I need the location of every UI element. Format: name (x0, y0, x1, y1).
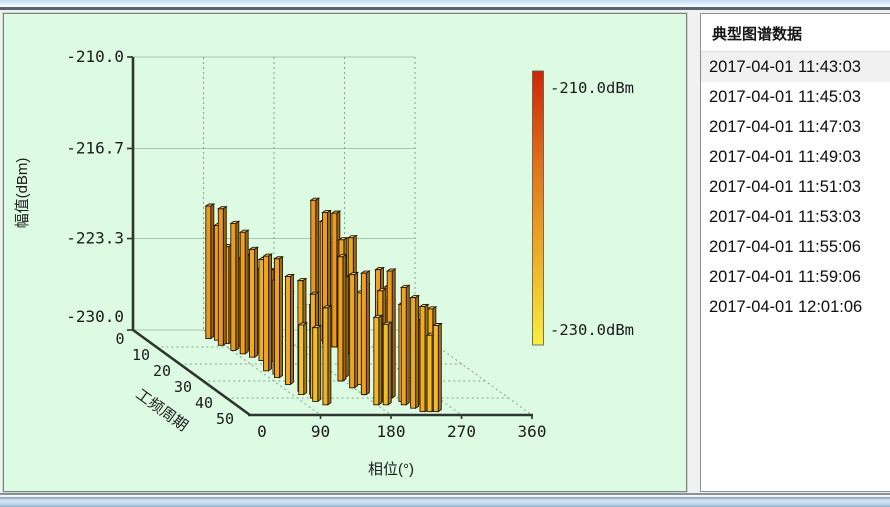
svg-text:-223.3: -223.3 (66, 229, 124, 248)
svg-text:幅值(dBm): 幅值(dBm) (14, 158, 31, 229)
window-bottom-gap (0, 495, 890, 497)
window-top-strip (0, 0, 890, 7)
svg-text:-230.0: -230.0 (66, 307, 124, 326)
timestamp-list-item[interactable]: 2017-04-01 11:47:03 (709, 117, 861, 136)
prpd-3d-chart: -210.0 -216.7 -223.3 -230.0 0 90 180 270 360 0 102… (14, 47, 634, 478)
svg-text:-230.0dBm: -230.0dBm (550, 321, 634, 339)
svg-text:30: 30 (174, 378, 192, 396)
timestamp-list-item[interactable]: 2017-04-01 12:01:06 (709, 297, 863, 316)
svg-text:90: 90 (311, 422, 330, 441)
spectrum-data-panel: 典型图谱数据 2017-04-01 11:43:03 2017-04-01 11:… (700, 13, 890, 492)
svg-text:270: 270 (447, 422, 476, 441)
svg-text:50: 50 (216, 410, 234, 428)
svg-text:-210.0: -210.0 (66, 47, 124, 66)
svg-text:180: 180 (377, 422, 406, 441)
svg-text:40: 40 (195, 394, 213, 412)
svg-text:相位(°): 相位(°) (368, 461, 414, 478)
window-top-divider (0, 7, 890, 10)
svg-text:-216.7: -216.7 (66, 138, 124, 157)
timestamp-list-item[interactable]: 2017-04-01 11:45:03 (709, 87, 861, 106)
panel-title: 典型图谱数据 (701, 14, 890, 52)
svg-text:10: 10 (132, 346, 150, 364)
timestamp-list-item[interactable]: 2017-04-01 11:55:06 (709, 237, 861, 256)
spectrum-chart-panel: -210.0 -216.7 -223.3 -230.0 0 90 180 270 360 0 10 2… (3, 13, 687, 492)
timestamp-list-item[interactable]: 2017-04-01 11:53:03 (709, 207, 861, 226)
timestamp-list-item[interactable]: 2017-04-01 11:43:03 (701, 52, 890, 82)
svg-text:360: 360 (518, 422, 547, 441)
timestamp-list-item[interactable]: 2017-04-01 11:59:06 (709, 267, 861, 286)
colorbar (532, 70, 544, 346)
window-bottom-strip (0, 497, 890, 507)
svg-text:20: 20 (153, 362, 171, 380)
svg-text:0: 0 (115, 330, 124, 348)
timestamp-list[interactable]: 2017-04-01 11:43:03 2017-04-01 11:45:03 20… (701, 52, 890, 322)
svg-text:-210.0dBm: -210.0dBm (550, 79, 634, 97)
timestamp-list-item[interactable]: 2017-04-01 11:51:03 (709, 177, 861, 196)
window-bottom-divider (0, 493, 890, 495)
svg-text:0: 0 (257, 422, 267, 441)
timestamp-list-item[interactable]: 2017-04-01 11:49:03 (709, 147, 861, 166)
